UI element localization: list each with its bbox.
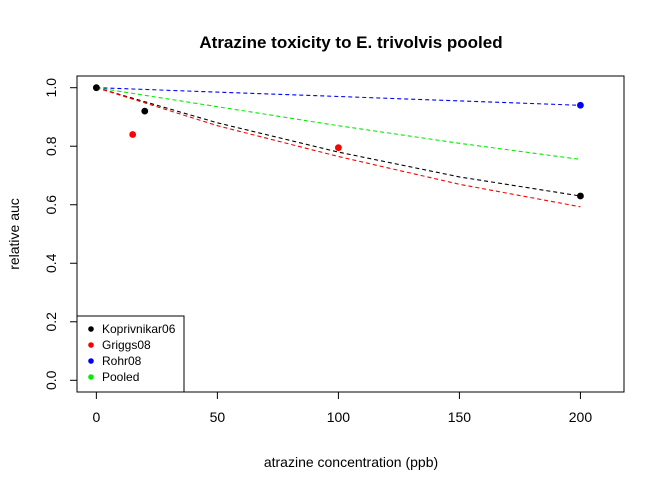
- y-tick-label: 0.4: [43, 253, 59, 273]
- y-tick-label: 1.0: [43, 78, 59, 98]
- plot-frame: [76, 75, 625, 393]
- x-tick-label: 150: [448, 409, 472, 425]
- y-tick-label: 0.2: [43, 312, 59, 332]
- fit-lines: [96, 87, 581, 208]
- y-axis-label: relative auc: [6, 198, 22, 270]
- legend-marker-koprivnikar06: [88, 326, 94, 332]
- x-axis-label: atrazine concentration (ppb): [264, 454, 438, 470]
- fit-line-griggs08: [96, 87, 581, 208]
- x-tick-label: 100: [327, 409, 351, 425]
- fit-line-rohr08: [96, 87, 581, 106]
- legend-marker-griggs08: [88, 342, 94, 348]
- legend-marker-pooled: [88, 374, 94, 380]
- data-point-griggs08: [334, 144, 342, 152]
- y-axis: 0.0 0.2 0.4 0.6 0.8 1.0: [43, 78, 77, 390]
- y-tick-label: 0.0: [43, 370, 59, 390]
- y-tick-label: 0.6: [43, 195, 59, 215]
- chart-title: Atrazine toxicity to E. trivolvis pooled: [199, 33, 502, 52]
- data-point-koprivnikar06: [141, 107, 149, 115]
- data-point-griggs08: [129, 131, 137, 138]
- legend-label-pooled: Pooled: [102, 370, 139, 384]
- x-axis: 0 50 100 150 200: [92, 392, 592, 425]
- legend-label-griggs08: Griggs08: [102, 338, 151, 352]
- legend-label-rohr08: Rohr08: [102, 354, 142, 368]
- data-point-koprivnikar06: [577, 192, 584, 200]
- legend-box: [76, 315, 185, 393]
- x-tick-label: 200: [569, 409, 593, 425]
- legend-marker-rohr08: [88, 358, 94, 364]
- y-tick-label: 0.8: [43, 136, 59, 156]
- data-point-rohr08: [577, 101, 584, 109]
- fit-line-pooled: [96, 87, 581, 160]
- legend: Koprivnikar06 Griggs08 Rohr08 Pooled: [76, 315, 185, 393]
- data-point-koprivnikar06: [92, 84, 100, 92]
- legend-label-koprivnikar06: Koprivnikar06: [102, 322, 176, 336]
- data-points: [92, 84, 584, 200]
- x-tick-label: 50: [210, 409, 226, 425]
- fit-line-koprivnikar06: [96, 87, 581, 197]
- x-tick-label: 0: [92, 409, 100, 425]
